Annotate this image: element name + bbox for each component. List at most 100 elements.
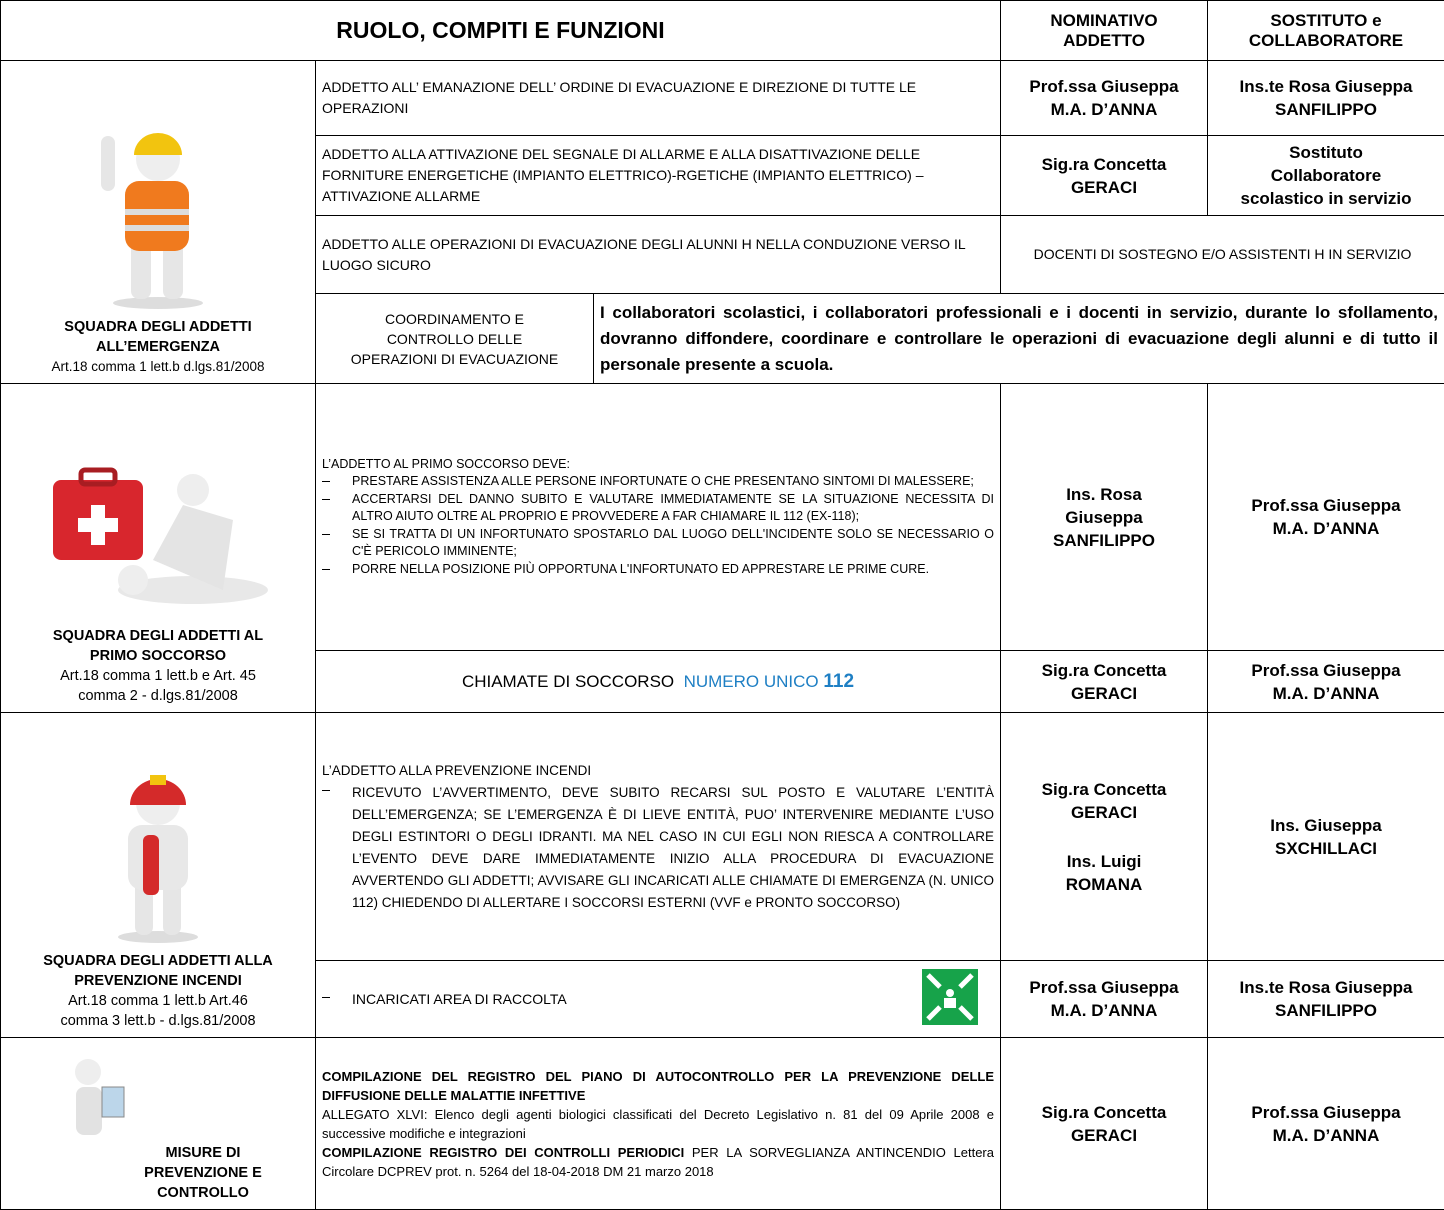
element: ALLEGATO XLVI: Elenco degli agenti biolo…	[322, 1105, 994, 1143]
task: ADDETTO ALLE OPERAZIONI DI EVACUAZIONE D…	[316, 216, 1001, 294]
item-text: INCARICATI AREA DI RACCOLTA	[352, 989, 567, 1010]
text-line: Ins. Giuseppa	[1214, 814, 1438, 837]
item-text: ACCERTARSI DEL DANNO SUBITO E VALUTARE I…	[352, 491, 994, 526]
element	[118, 931, 198, 943]
text-line: CONTROLLO DELLE	[322, 329, 587, 349]
first-aid-icon	[33, 450, 283, 620]
firefighter-icon	[83, 765, 233, 945]
text-line: PREVENZIONE E CONTROLLO	[97, 1163, 309, 1203]
task: ADDETTO ALLA ATTIVAZIONE DEL SEGNALE DI …	[316, 136, 1001, 216]
primo-soccorso-text: L’ADDETTO AL PRIMO SOCCORSO DEVE:PRESTAR…	[316, 384, 1001, 651]
dash	[322, 569, 330, 570]
text-line: GERACI	[1007, 801, 1201, 824]
text-line: comma 2 - d.lgs.81/2008	[7, 686, 309, 706]
text-line: M.A. D’ANNA	[1214, 682, 1438, 705]
item-text: PORRE NELLA POSIZIONE PIÙ OPPORTUNA L'IN…	[352, 561, 929, 579]
text-line: comma 3 lett.b - d.lgs.81/2008	[7, 1011, 309, 1031]
text-line: PRIMO SOCCORSO	[7, 646, 309, 666]
text-line: M.A. D’ANNA	[1214, 517, 1438, 540]
text-line: COORDINAMENTO E	[322, 309, 587, 329]
text-line: Sig.ra Concetta	[1007, 778, 1201, 801]
element	[101, 136, 115, 191]
text-line: Sostituto	[1214, 141, 1438, 164]
element	[78, 518, 118, 532]
text-line: scolastico in servizio	[1214, 187, 1438, 210]
element	[75, 1059, 101, 1085]
text-line: SANFILIPPO	[1214, 999, 1438, 1022]
text-line: Ins. Rosa	[1007, 483, 1201, 506]
text-line: SQUADRA DEGLI ADDETTI ALLA	[7, 951, 309, 971]
text-line: Sig.ra Concetta	[1007, 153, 1201, 176]
list-item: SE SI TRATTA DI UN INFORTUNATO SPOSTARLO…	[322, 526, 994, 561]
element	[125, 225, 189, 231]
text-line: SANFILIPPO	[1007, 529, 1201, 552]
text-line: OPERAZIONI DI EVACUAZIONE	[322, 349, 587, 369]
dash	[322, 499, 330, 500]
element: COMPILAZIONE REGISTRO DEI CONTROLLI PERI…	[322, 1145, 684, 1160]
text-line: PREVENZIONE INCENDI	[7, 971, 309, 991]
worker-icon	[83, 121, 233, 311]
element: INCARICATI AREA DI RACCOLTA	[322, 989, 994, 1010]
text-line: M.A. D’ANNA	[1007, 98, 1201, 121]
text-line: Prof.ssa Giuseppa	[1214, 659, 1438, 682]
dash	[322, 997, 330, 998]
element	[125, 181, 189, 251]
assembly-point-icon	[922, 969, 978, 1025]
text-line: SQUADRA DEGLI ADDETTI	[7, 317, 309, 337]
text-line: MISURE DI	[97, 1143, 309, 1163]
element	[1007, 824, 1201, 850]
item-text: RICEVUTO L’AVVERTIMENTO, DEVE SUBITO REC…	[352, 782, 994, 914]
text-line: Prof.ssa Giuseppa	[1007, 75, 1201, 98]
raccolta: INCARICATI AREA DI RACCOLTA	[316, 961, 1001, 1038]
coordinamento-text: I collaboratori scolastici, i collaborat…	[594, 294, 1444, 384]
text-line: GERACI	[1007, 682, 1201, 705]
element: RICEVUTO L’AVVERTIMENTO, DEVE SUBITO REC…	[322, 782, 994, 914]
element	[113, 297, 203, 309]
misure-text: COMPILAZIONE DEL REGISTRO DEL PIANO DI A…	[316, 1038, 1001, 1210]
text-line: Art.18 comma 1 lett.b d.lgs.81/2008	[7, 357, 309, 377]
list-item: ACCERTARSI DEL DANNO SUBITO E VALUTARE I…	[322, 491, 994, 526]
list-item: PORRE NELLA POSIZIONE PIÙ OPPORTUNA L'IN…	[322, 561, 994, 579]
element	[946, 989, 954, 997]
text-line: SQUADRA DEGLI ADDETTI AL	[7, 626, 309, 646]
dash	[322, 534, 330, 535]
list-item: PRESTARE ASSISTENZA ALLE PERSONE INFORTU…	[322, 473, 994, 491]
text-line: M.A. D’ANNA	[1214, 1124, 1438, 1147]
text-line: NOMINATIVO	[1007, 11, 1201, 31]
element: PRESTARE ASSISTENZA ALLE PERSONE INFORTU…	[322, 473, 994, 578]
text-line: Art.18 comma 1 lett.b Art.46	[7, 991, 309, 1011]
element: L’ADDETTO AL PRIMO SOCCORSO DEVE:	[322, 456, 994, 474]
list-item: INCARICATI AREA DI RACCOLTA	[322, 989, 994, 1010]
text-line: Sig.ra Concetta	[1007, 1101, 1201, 1124]
text-line: M.A. D’ANNA	[1007, 999, 1201, 1022]
element: L’ADDETTO ALLA PREVENZIONE INCENDI	[322, 760, 994, 782]
text-line: SXCHILLACI	[1214, 837, 1438, 860]
text-line: Collaboratore	[1214, 164, 1438, 187]
task: ADDETTO ALL’ EMANAZIONE DELL’ ORDINE DI …	[316, 61, 1001, 136]
text-line: Ins.te Rosa Giuseppa	[1214, 75, 1438, 98]
text-line: GERACI	[1007, 1124, 1201, 1147]
